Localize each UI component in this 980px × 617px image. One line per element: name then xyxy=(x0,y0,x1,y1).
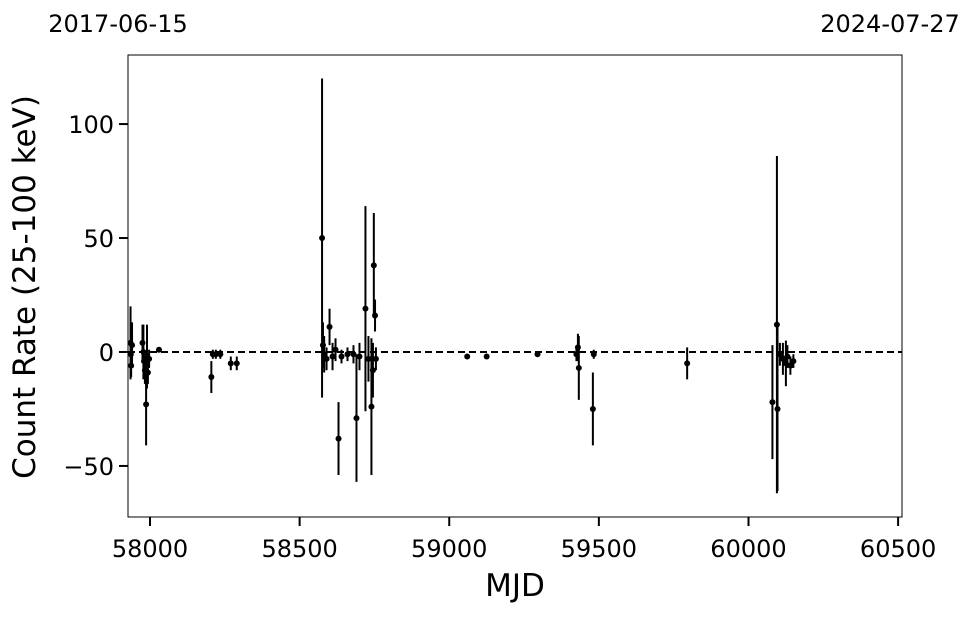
y-tick-label: 0 xyxy=(99,339,114,367)
data-point xyxy=(323,355,330,362)
data-point xyxy=(368,403,375,410)
data-point xyxy=(776,351,783,358)
data-point xyxy=(365,355,372,362)
data-point xyxy=(369,367,376,374)
top-right-date: 2024-07-27 xyxy=(820,10,959,38)
data-point xyxy=(129,342,136,349)
data-point xyxy=(575,364,582,371)
y-tick-label: 50 xyxy=(83,225,114,253)
top-left-date: 2017-06-15 xyxy=(48,10,187,38)
data-point xyxy=(350,351,357,358)
data-point xyxy=(353,415,360,422)
data-point xyxy=(233,360,240,367)
data-point xyxy=(144,369,151,376)
data-point xyxy=(356,353,363,360)
plot-frame xyxy=(127,54,903,518)
data-point xyxy=(212,351,219,358)
data-point xyxy=(769,399,776,406)
data-point xyxy=(146,355,153,362)
x-tick-label: 60000 xyxy=(710,535,786,563)
data-point xyxy=(790,358,797,365)
data-point xyxy=(155,346,162,353)
data-point xyxy=(335,435,342,442)
data-point xyxy=(227,360,234,367)
data-point xyxy=(773,321,780,328)
data-point xyxy=(372,312,379,319)
data-point xyxy=(372,355,379,362)
data-point xyxy=(319,235,326,242)
x-axis-label: MJD xyxy=(485,568,545,604)
data-point xyxy=(338,353,345,360)
data-point xyxy=(326,323,333,330)
data-point xyxy=(464,353,471,360)
x-tick-label: 58000 xyxy=(112,535,188,563)
x-tick-label: 60500 xyxy=(860,535,936,563)
data-point xyxy=(787,362,794,369)
y-tick-label: 100 xyxy=(68,111,114,139)
y-tick-label: −50 xyxy=(63,453,114,481)
data-point xyxy=(589,405,596,412)
data-point xyxy=(362,305,369,312)
data-point xyxy=(684,360,691,367)
data-point xyxy=(344,351,351,358)
data-point xyxy=(784,353,791,360)
x-tick-label: 58500 xyxy=(261,535,337,563)
data-point xyxy=(590,351,597,358)
data-point xyxy=(208,374,215,381)
data-point xyxy=(774,405,781,412)
y-axis-label: Count Rate (25-100 keV) xyxy=(7,95,43,479)
x-tick-label: 59000 xyxy=(411,535,487,563)
data-point xyxy=(332,346,339,353)
data-point xyxy=(534,351,541,358)
data-point xyxy=(483,353,490,360)
x-tick-label: 59500 xyxy=(561,535,637,563)
data-point xyxy=(329,353,336,360)
data-point xyxy=(779,355,786,362)
data-point xyxy=(370,262,377,269)
data-point xyxy=(217,351,224,358)
data-point xyxy=(143,401,150,408)
